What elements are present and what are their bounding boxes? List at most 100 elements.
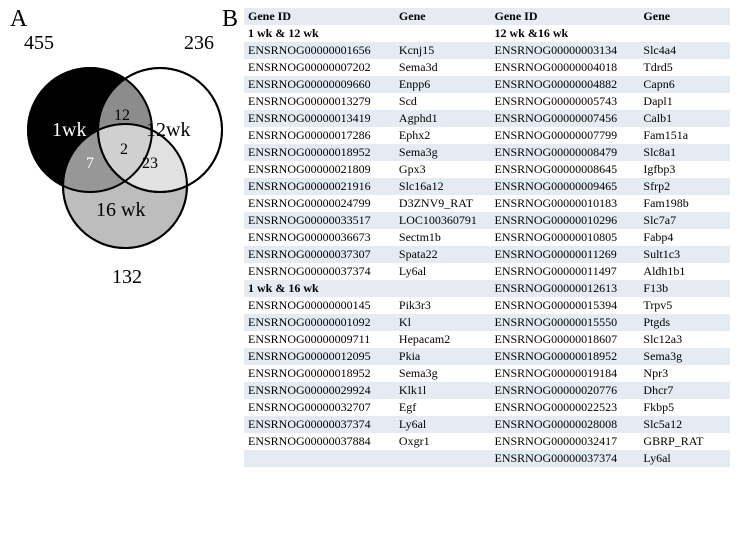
- gene-name: Calb1: [639, 110, 730, 127]
- venn-set-label: 1wk: [52, 119, 86, 141]
- gene-id: ENSRNOG00000007456: [491, 110, 640, 127]
- gene-name: Fkbp5: [639, 399, 730, 416]
- table-section: 1 wk & 16 wk: [244, 280, 491, 297]
- gene-name: Dapl1: [639, 93, 730, 110]
- gene-name: Fabp4: [639, 229, 730, 246]
- table-header: Gene ID: [244, 8, 395, 25]
- table-header: Gene: [395, 8, 491, 25]
- table-section: 1 wk & 12 wk: [244, 25, 491, 42]
- gene-name: Ptgds: [639, 314, 730, 331]
- gene-name: Oxgr1: [395, 433, 491, 450]
- venn-overlap-count: 7: [86, 155, 94, 172]
- panel-a-label: A: [10, 6, 27, 33]
- gene-id: ENSRNOG00000009711: [244, 331, 395, 348]
- gene-id: ENSRNOG00000018952: [244, 144, 395, 161]
- gene-id: ENSRNOG00000024799: [244, 195, 395, 212]
- venn-overlap-count: 2: [120, 141, 128, 158]
- gene-name: F13b: [639, 280, 730, 297]
- panel-b-label: B: [222, 6, 238, 33]
- gene-id: ENSRNOG00000037374: [491, 450, 640, 467]
- gene-name: Tdrd5: [639, 59, 730, 76]
- gene-name: Hepacam2: [395, 331, 491, 348]
- gene-name: Kcnj15: [395, 42, 491, 59]
- gene-id: ENSRNOG00000020776: [491, 382, 640, 399]
- gene-id: ENSRNOG00000011269: [491, 246, 640, 263]
- gene-id: ENSRNOG00000013419: [244, 110, 395, 127]
- gene-name: Aldh1b1: [639, 263, 730, 280]
- gene-id: ENSRNOG00000008479: [491, 144, 640, 161]
- gene-id: ENSRNOG00000037374: [244, 416, 395, 433]
- gene-id: ENSRNOG00000007799: [491, 127, 640, 144]
- gene-id: ENSRNOG00000021809: [244, 161, 395, 178]
- gene-id: ENSRNOG00000004018: [491, 59, 640, 76]
- gene-id: ENSRNOG00000032417: [491, 433, 640, 450]
- venn-set-count: 455: [24, 32, 54, 55]
- gene-name: Pkia: [395, 348, 491, 365]
- gene-id: ENSRNOG00000012095: [244, 348, 395, 365]
- gene-name: Slc12a3: [639, 331, 730, 348]
- gene-id: ENSRNOG00000001656: [244, 42, 395, 59]
- gene-id: ENSRNOG00000010183: [491, 195, 640, 212]
- gene-id: ENSRNOG00000000145: [244, 297, 395, 314]
- gene-id: ENSRNOG00000015394: [491, 297, 640, 314]
- gene-name: Klk1l: [395, 382, 491, 399]
- venn-set-label: 12wk: [146, 119, 190, 141]
- gene-name: Sectm1b: [395, 229, 491, 246]
- gene-id: ENSRNOG00000008645: [491, 161, 640, 178]
- venn-set-label: 16 wk: [96, 199, 145, 221]
- gene-name: Ly6al: [639, 450, 730, 467]
- gene-name: Sema3g: [395, 144, 491, 161]
- gene-id: ENSRNOG00000013279: [244, 93, 395, 110]
- gene-name: D3ZNV9_RAT: [395, 195, 491, 212]
- gene-name: Sema3g: [395, 365, 491, 382]
- gene-id: ENSRNOG00000036673: [244, 229, 395, 246]
- gene-name: LOC100360791: [395, 212, 491, 229]
- gene-id: ENSRNOG00000037374: [244, 263, 395, 280]
- gene-id: ENSRNOG00000037884: [244, 433, 395, 450]
- venn-set-count: 236: [184, 32, 214, 55]
- table-header: Gene: [639, 8, 730, 25]
- gene-name: Sema3g: [639, 348, 730, 365]
- gene-id: ENSRNOG00000007202: [244, 59, 395, 76]
- venn-overlap-count: 23: [142, 155, 158, 172]
- gene-name: Igfbp3: [639, 161, 730, 178]
- gene-name: Capn6: [639, 76, 730, 93]
- gene-name: Enpp6: [395, 76, 491, 93]
- table-section: 12 wk &16 wk: [491, 25, 731, 42]
- gene-id: ENSRNOG00000010805: [491, 229, 640, 246]
- gene-id: ENSRNOG00000018607: [491, 331, 640, 348]
- gene-name: Pik3r3: [395, 297, 491, 314]
- gene-id: ENSRNOG00000012613: [491, 280, 640, 297]
- gene-id: ENSRNOG00000009465: [491, 178, 640, 195]
- gene-id: ENSRNOG00000021916: [244, 178, 395, 195]
- gene-name: Slc8a1: [639, 144, 730, 161]
- gene-id: ENSRNOG00000005743: [491, 93, 640, 110]
- gene-name: Ly6al: [395, 416, 491, 433]
- gene-name: Trpv5: [639, 297, 730, 314]
- gene-name: GBRP_RAT: [639, 433, 730, 450]
- venn-diagram: 1wk 12wk 16 wk 12 2 7 23: [18, 48, 228, 258]
- gene-id: ENSRNOG00000029924: [244, 382, 395, 399]
- gene-name: Kl: [395, 314, 491, 331]
- gene-name: Agphd1: [395, 110, 491, 127]
- table-header: Gene ID: [491, 8, 640, 25]
- gene-name: Gpx3: [395, 161, 491, 178]
- gene-name: Fam198b: [639, 195, 730, 212]
- gene-name: Slc4a4: [639, 42, 730, 59]
- gene-name: Scd: [395, 93, 491, 110]
- gene-table: Gene IDGeneGene IDGene1 wk & 12 wk12 wk …: [244, 8, 730, 467]
- venn-overlap-count: 12: [114, 107, 130, 124]
- gene-id: ENSRNOG00000018952: [244, 365, 395, 382]
- gene-id: ENSRNOG00000009660: [244, 76, 395, 93]
- gene-id: ENSRNOG00000037307: [244, 246, 395, 263]
- gene-id: ENSRNOG00000017286: [244, 127, 395, 144]
- gene-id: ENSRNOG00000015550: [491, 314, 640, 331]
- gene-name: Sfrp2: [639, 178, 730, 195]
- gene-name: Slc16a12: [395, 178, 491, 195]
- gene-id: ENSRNOG00000033517: [244, 212, 395, 229]
- gene-name: Egf: [395, 399, 491, 416]
- gene-id: ENSRNOG00000004882: [491, 76, 640, 93]
- gene-name: Ly6al: [395, 263, 491, 280]
- gene-id: ENSRNOG00000011497: [491, 263, 640, 280]
- gene-name: Sema3d: [395, 59, 491, 76]
